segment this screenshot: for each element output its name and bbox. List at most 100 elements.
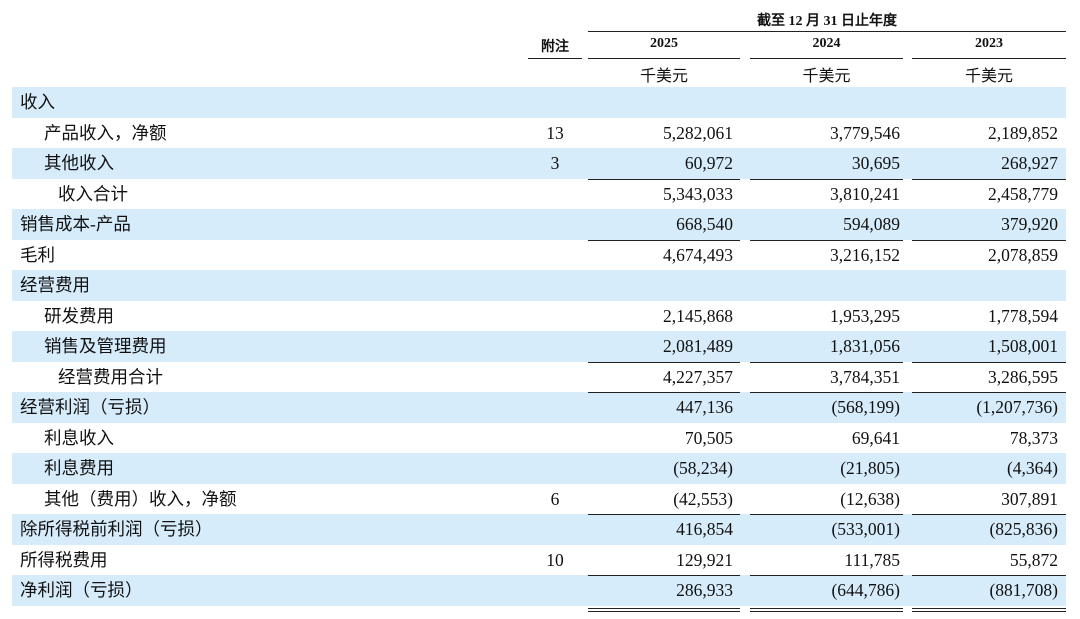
rule (750, 514, 903, 515)
rule (750, 239, 903, 241)
amount: 3,779,546 (830, 122, 900, 143)
rule (912, 178, 1066, 180)
amount: 69,641 (851, 427, 900, 448)
row-shade (12, 514, 1066, 545)
row-shade (12, 270, 1066, 301)
row-label: 净利润（亏损） (20, 580, 143, 600)
amount: (1,207,736) (976, 397, 1058, 417)
unit-header: 千美元 (802, 68, 851, 85)
row-label: 其他收入 (44, 153, 114, 173)
row-label: 所得税费用 (20, 549, 108, 570)
amount: 70,505 (684, 427, 733, 448)
rule (588, 178, 740, 180)
rule (912, 575, 1066, 576)
rule (750, 392, 903, 393)
row-shade (12, 148, 1066, 179)
year-header: 2024 (812, 36, 841, 51)
amount: 2,458,779 (988, 183, 1058, 204)
amount: 268,927 (1001, 153, 1058, 173)
note: 13 (546, 122, 564, 143)
row-label: 研发费用 (44, 305, 114, 326)
amount: 5,282,061 (663, 122, 733, 143)
row-label: 产品收入，净额 (44, 122, 167, 143)
note-header: 附注 (541, 40, 569, 55)
double-rule (750, 607, 903, 609)
rule (750, 178, 903, 180)
rule (912, 361, 1066, 363)
unit-header: 千美元 (964, 68, 1013, 85)
amount: 55,872 (1009, 549, 1058, 570)
row-label: 经营费用合计 (58, 366, 163, 387)
row-shade (12, 209, 1066, 240)
row-label: 收入 (20, 92, 55, 112)
row-label: 其他（费用）收入，净额 (44, 488, 237, 509)
double-rule (912, 610, 1066, 612)
rule (588, 239, 740, 241)
rule (588, 392, 740, 393)
amount: 1,508,001 (988, 336, 1058, 356)
amount: 4,227,357 (663, 366, 733, 387)
row-shade (12, 331, 1066, 362)
rule (912, 392, 1066, 393)
rule (588, 31, 1066, 32)
amount: 286,933 (676, 580, 733, 600)
amount: (42,553) (673, 488, 733, 509)
amount: 1,831,056 (830, 336, 900, 356)
row-label: 利息费用 (44, 458, 114, 478)
amount: 2,145,868 (663, 305, 733, 326)
amount: 307,891 (1001, 488, 1058, 509)
row-label: 收入合计 (58, 183, 128, 204)
rule (588, 575, 740, 576)
amount: 3,810,241 (830, 183, 900, 204)
row-label: 毛利 (20, 244, 55, 265)
amount: 129,921 (676, 549, 733, 570)
amount: (644,786) (831, 580, 900, 600)
row-label: 销售成本-产品 (20, 214, 131, 234)
amount: 416,854 (676, 519, 733, 539)
amount: (533,001) (831, 519, 900, 539)
row-label: 销售及管理费用 (44, 336, 167, 356)
amount: 1,953,295 (830, 305, 900, 326)
amount: 2,189,852 (988, 122, 1058, 143)
amount: 78,373 (1009, 427, 1058, 448)
amount: 3,216,152 (830, 244, 900, 265)
rule (750, 58, 903, 59)
note: 3 (550, 153, 560, 173)
rule (912, 514, 1066, 515)
amount: 30,695 (851, 153, 900, 173)
amount: (568,199) (831, 397, 900, 417)
amount: 60,972 (684, 153, 733, 173)
amount: 3,286,595 (988, 366, 1058, 387)
amount: 447,136 (676, 397, 733, 417)
amount: 2,081,489 (663, 336, 733, 356)
amount: 4,674,493 (663, 244, 733, 265)
rule (528, 58, 582, 59)
rule (588, 361, 740, 363)
amount: (881,708) (989, 580, 1058, 600)
note: 6 (550, 488, 560, 509)
double-rule (912, 607, 1066, 609)
amount: 111,785 (844, 549, 900, 570)
double-rule (588, 610, 740, 612)
amount: (21,805) (840, 458, 900, 478)
double-rule (588, 607, 740, 609)
amount: 2,078,859 (988, 244, 1058, 265)
row-shade (12, 575, 1066, 606)
amount: 379,920 (1001, 214, 1058, 234)
year-header: 2023 (975, 36, 1003, 51)
rule (912, 239, 1066, 241)
row-label: 利息收入 (44, 427, 114, 448)
row-shade (12, 453, 1066, 484)
amount: (58,234) (673, 458, 733, 478)
amount: 1,778,594 (988, 305, 1058, 326)
rule (588, 514, 740, 515)
rule (912, 58, 1066, 59)
amount: 5,343,033 (663, 183, 733, 204)
amount: (4,364) (1006, 458, 1058, 478)
row-label: 经营费用 (20, 275, 90, 295)
note: 10 (546, 549, 564, 570)
row-label: 经营利润（亏损） (20, 397, 160, 417)
row-label: 除所得税前利润（亏损） (20, 519, 213, 539)
year-header: 2025 (650, 36, 678, 51)
